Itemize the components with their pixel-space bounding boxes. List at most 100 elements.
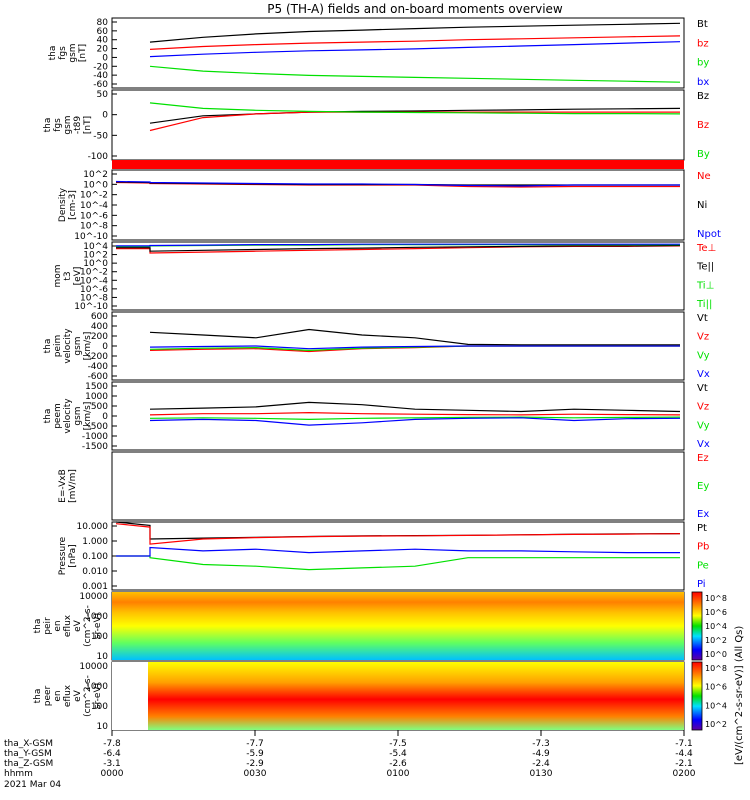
y-tick-label: 500 xyxy=(91,402,108,412)
panel-3: 10^210^010^-210^-410^-610^-810^-10 Densit… xyxy=(58,169,721,242)
legend-entry: Vt xyxy=(697,313,708,324)
footer-value: -2.9 xyxy=(246,759,264,769)
electron-colorbar xyxy=(691,661,703,731)
y-axis-label: eV xyxy=(73,689,83,702)
y-tick-label: 1000 xyxy=(85,682,108,692)
y-axis-label: E=-VxB xyxy=(58,469,68,503)
y-axis-label: [eV] xyxy=(73,267,83,286)
legend-entry: Bt xyxy=(697,19,708,30)
y-axis-label: peir xyxy=(43,617,53,635)
series-line-Vt xyxy=(149,401,681,413)
legend-entry: Ez xyxy=(697,453,709,464)
y-axis-label: peem xyxy=(53,403,63,429)
y-axis-label: (cm^2-s- xyxy=(83,675,93,717)
footer-value: -3.1 xyxy=(103,759,121,769)
y-tick-label: -500 xyxy=(88,422,109,432)
y-tick-label: 10^-6 xyxy=(80,211,108,221)
footer-value: 0000 xyxy=(101,769,124,779)
y-tick-label: -100 xyxy=(88,152,109,162)
y-tick-label: 100 xyxy=(91,702,108,712)
legend-entry: Ne xyxy=(697,171,711,182)
colorbar-tick-label: 10^2 xyxy=(705,720,727,729)
y-axis-label: t3 xyxy=(63,271,73,280)
y-tick-label: 10^-8 xyxy=(80,293,108,303)
ion-colorbar xyxy=(691,591,703,661)
legend-entry: Pe xyxy=(697,560,709,571)
y-axis-label: velocity xyxy=(63,398,73,434)
series-line-Vx xyxy=(149,417,681,426)
y-tick-label: 0 xyxy=(102,53,108,63)
series-line-Vt xyxy=(149,328,680,346)
legend-entry: Ti|| xyxy=(696,299,712,310)
y-tick-label: 0.001 xyxy=(82,582,108,592)
y-tick-label: 10^-6 xyxy=(80,285,108,295)
footer-value: -5.9 xyxy=(246,749,264,759)
series-line-Pb xyxy=(115,523,681,545)
y-tick-label: -50 xyxy=(93,131,108,141)
series-line-Vx xyxy=(149,345,680,350)
y-axis-label: en xyxy=(53,620,63,631)
series-line-bx xyxy=(149,65,681,83)
footer-value: 0200 xyxy=(673,769,696,779)
footer-value: -2.4 xyxy=(532,759,550,769)
footer-row-label: tha_Z-GSM xyxy=(4,759,53,769)
y-axis-label: [cm-3] xyxy=(68,190,78,220)
legend-entry: Vz xyxy=(697,402,709,413)
colorbar-tick-label: 10^0 xyxy=(705,650,727,659)
y-axis-label: [km/s] xyxy=(83,332,93,361)
footer-value: -2.6 xyxy=(389,759,407,769)
y-axis-label: -t89 xyxy=(73,116,83,135)
legend-entry: Ni xyxy=(697,200,707,211)
legend-entry: Vx xyxy=(697,439,710,450)
y-tick-label: -400 xyxy=(88,362,109,372)
y-tick-label: 10^0 xyxy=(83,180,108,190)
y-tick-label: 60 xyxy=(97,27,109,37)
colorbar-tick-label: 10^8 xyxy=(705,664,727,673)
y-axis-label: sr-eV) xyxy=(93,613,103,639)
series-line-Pe xyxy=(116,555,680,571)
electron-spectrogram xyxy=(112,662,684,730)
y-axis-label: velocity xyxy=(63,328,73,364)
footer-value: -5.4 xyxy=(389,749,407,759)
y-axis-label: fgs xyxy=(53,118,63,132)
footer-value: -7.1 xyxy=(675,739,693,749)
y-tick-label: 10^-10 xyxy=(74,302,108,312)
y-tick-label: 10^4 xyxy=(83,242,108,252)
y-tick-label: -1500 xyxy=(82,442,108,452)
y-tick-label: -600 xyxy=(88,372,109,382)
y-axis-label: tha xyxy=(43,409,53,424)
y-tick-label: 10^-8 xyxy=(80,222,108,232)
legend-entry: by xyxy=(697,58,709,69)
legend-entry: Npot xyxy=(697,229,721,240)
y-tick-label: 1000 xyxy=(85,612,108,622)
status-bar xyxy=(112,160,684,169)
footer-value: -4.9 xyxy=(532,749,550,759)
y-tick-label: 80 xyxy=(97,18,109,28)
y-tick-label: 0 xyxy=(102,412,108,422)
y-axis-label: gsm xyxy=(68,43,78,62)
series-line-by xyxy=(149,41,681,58)
y-tick-label: 10^-2 xyxy=(80,191,108,201)
y-tick-label: 10.000 xyxy=(77,522,109,532)
legend-entry: By xyxy=(697,149,710,160)
plot-title: P5 (TH-A) fields and on-board moments ov… xyxy=(267,2,563,16)
legend-entry: Te⊥ xyxy=(696,243,716,254)
series-line-Vz xyxy=(149,411,681,416)
series-line-bz xyxy=(149,35,681,50)
y-axis-label: [km/s] xyxy=(83,402,93,431)
y-tick-label: 20 xyxy=(97,45,109,55)
electron-spectrogram-gap xyxy=(112,662,148,730)
y-tick-label: -200 xyxy=(88,352,109,362)
y-tick-label: 400 xyxy=(91,322,108,332)
y-tick-label: 10000 xyxy=(79,662,108,672)
y-tick-label: 100 xyxy=(91,632,108,642)
panel-frame xyxy=(111,89,685,161)
y-axis-label: Pressure xyxy=(58,536,68,575)
panel-frame xyxy=(111,169,685,241)
legend-entry: bx xyxy=(697,77,709,88)
panel-4: 10^410^210^010^-210^-410^-610^-810^-10 mo… xyxy=(53,241,716,312)
y-axis-label: [nPa] xyxy=(68,544,78,567)
